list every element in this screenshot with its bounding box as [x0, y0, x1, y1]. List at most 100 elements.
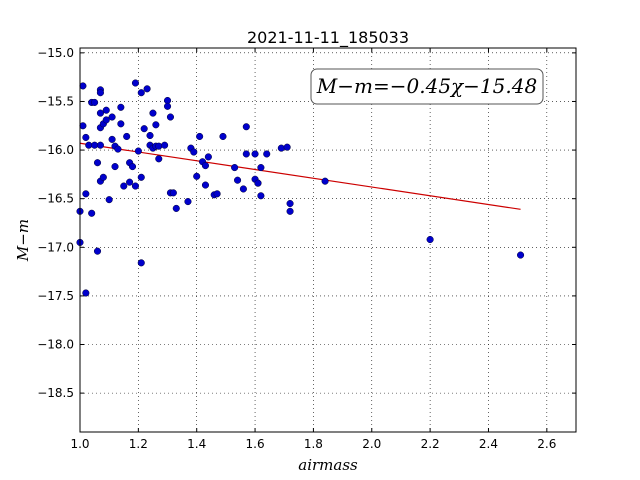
x-tick-labels: 1.0 1.2 1.4 1.6 1.8 2.0 2.2 2.4 2.6 — [70, 437, 556, 451]
data-point — [283, 143, 291, 151]
y-tick-label: −17.0 — [37, 240, 74, 254]
x-tick-label: 2.4 — [479, 437, 498, 451]
data-point — [257, 164, 265, 172]
data-point — [91, 98, 99, 106]
data-point — [105, 196, 113, 204]
data-point — [219, 132, 227, 141]
data-point — [114, 145, 122, 153]
data-point — [190, 148, 198, 156]
data-points — [76, 79, 525, 297]
data-point — [102, 106, 110, 114]
y-tick-label: −18.5 — [37, 386, 74, 400]
data-point — [213, 190, 221, 198]
data-point — [137, 89, 145, 97]
y-tick-label: −18.0 — [37, 338, 74, 352]
data-point — [96, 141, 104, 149]
data-point — [239, 185, 247, 193]
data-point — [93, 159, 102, 167]
data-point — [146, 131, 154, 140]
x-tick-label: 1.2 — [129, 437, 148, 451]
data-point — [163, 102, 172, 110]
data-point — [286, 199, 294, 208]
y-tick-label: −15.5 — [37, 94, 74, 108]
data-point — [120, 182, 128, 190]
annotation-box — [310, 68, 544, 105]
data-point — [88, 209, 96, 217]
data-point — [254, 179, 262, 187]
data-point — [231, 164, 239, 172]
data-point — [161, 141, 169, 149]
data-point — [117, 103, 125, 111]
data-point — [286, 207, 294, 215]
x-tick-label: 1.4 — [187, 437, 206, 451]
data-point — [82, 190, 90, 198]
data-point — [131, 79, 139, 87]
data-point — [123, 132, 131, 141]
data-point — [155, 155, 163, 163]
y-tick-label: −16.5 — [37, 192, 74, 206]
y-tick-labels: −15.0 −15.5 −16.0 −16.5 −17.0 −17.5 −18.0 −18.5 — [37, 46, 74, 400]
x-tick-label: 2.2 — [421, 437, 440, 451]
data-point — [517, 251, 525, 259]
data-point — [152, 121, 160, 129]
data-point — [82, 133, 90, 141]
y-tick-label: −16.0 — [37, 143, 74, 157]
data-point — [140, 125, 148, 133]
data-point — [137, 259, 145, 267]
fit-line-group — [79, 142, 521, 210]
y-tick-label: −17.5 — [37, 289, 74, 303]
data-point — [172, 204, 180, 212]
x-axis-label: airmass — [298, 456, 358, 474]
fit-line — [79, 142, 521, 210]
data-point — [82, 289, 90, 297]
data-point — [169, 189, 177, 197]
data-point — [251, 150, 259, 158]
chart-title: 2021-11-11_185033 — [247, 28, 409, 48]
data-point — [149, 109, 157, 117]
data-point — [204, 153, 212, 161]
data-point — [108, 113, 116, 121]
data-point — [96, 89, 104, 97]
fit-annotation: M−m=−0.45χ−15.48 — [310, 68, 544, 105]
data-point — [131, 182, 139, 190]
data-point — [196, 132, 204, 141]
data-point — [102, 116, 110, 124]
data-point — [143, 85, 151, 93]
data-point — [137, 173, 145, 181]
data-point — [193, 172, 201, 180]
x-tick-label: 1.6 — [246, 437, 265, 451]
x-tick-label: 1.0 — [70, 437, 89, 451]
data-point — [93, 247, 102, 255]
data-point — [321, 177, 329, 185]
y-tick-label: −15.0 — [37, 46, 74, 60]
data-point — [117, 120, 125, 128]
data-point — [166, 113, 174, 121]
data-point — [257, 192, 265, 200]
data-point — [99, 173, 107, 181]
plot-frame — [79, 47, 577, 433]
data-point — [96, 109, 104, 117]
y-axis-label: M−m — [14, 219, 32, 262]
data-point — [234, 176, 242, 184]
data-point — [79, 82, 87, 90]
axis-ticks — [79, 48, 576, 432]
data-point — [108, 135, 116, 143]
data-point — [201, 162, 210, 170]
data-point — [134, 147, 142, 155]
data-point — [263, 150, 271, 158]
data-point — [277, 144, 285, 152]
data-point — [155, 142, 163, 150]
data-point — [242, 123, 250, 131]
data-point — [426, 235, 434, 244]
x-tick-label: 2.6 — [537, 437, 556, 451]
annotation-text: M−m=−0.45χ−15.48 — [316, 74, 537, 98]
data-point — [128, 163, 137, 171]
data-point — [201, 181, 210, 189]
x-tick-label: 2.0 — [362, 437, 381, 451]
data-point — [126, 178, 134, 186]
data-point — [242, 150, 250, 158]
data-point — [184, 198, 192, 206]
data-point — [79, 122, 87, 130]
x-tick-label: 1.8 — [304, 437, 323, 451]
